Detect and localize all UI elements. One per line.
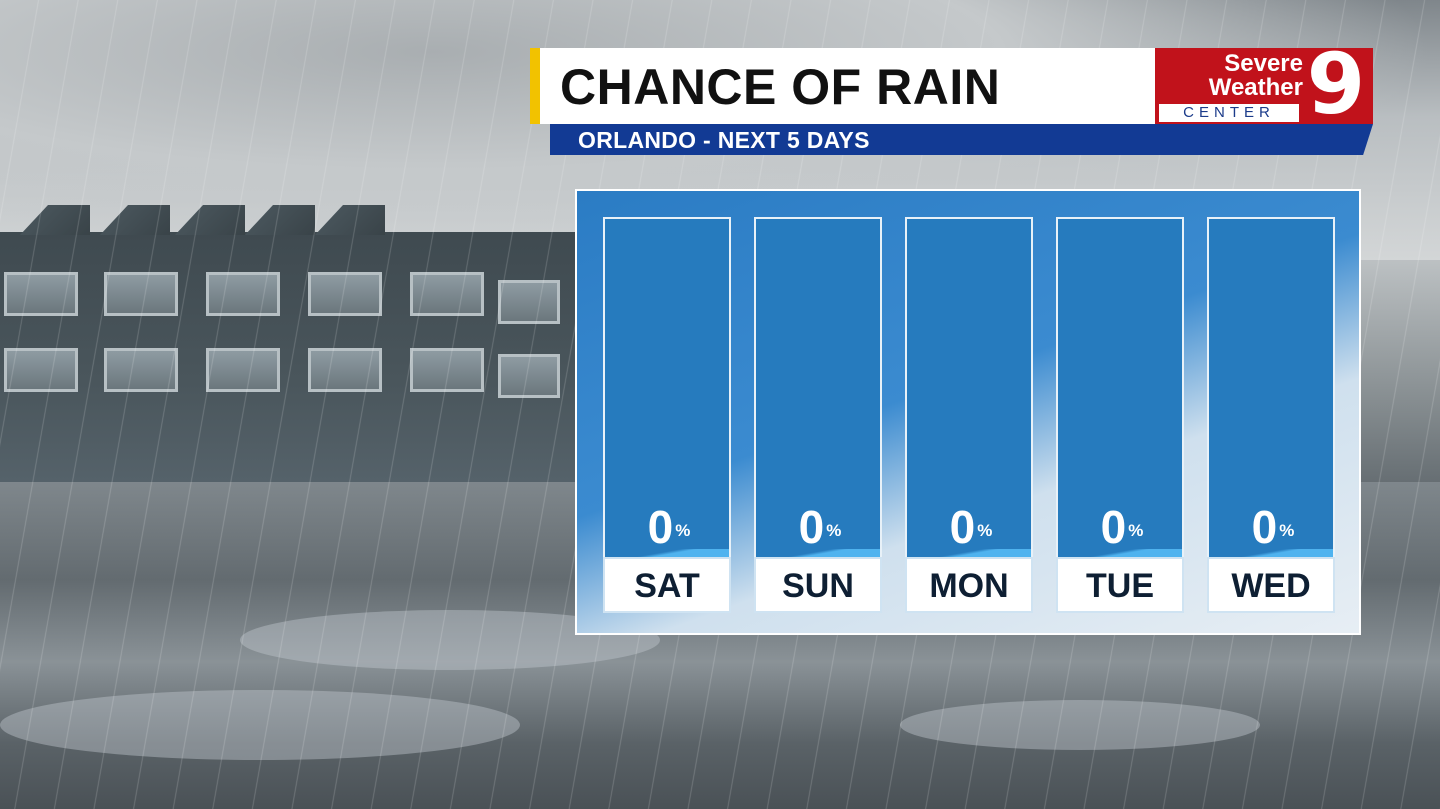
day-column-mon: 0% MON <box>905 217 1033 613</box>
bar-background: 0% <box>754 217 882 557</box>
percent-sign: % <box>675 521 691 540</box>
percent-sign: % <box>977 521 993 540</box>
value-number: 0 <box>949 501 976 553</box>
day-column-tue: 0% TUE <box>1056 217 1184 613</box>
value-number: 0 <box>647 501 674 553</box>
chart-title: CHANCE OF RAIN <box>560 59 1001 115</box>
bar-baseline <box>1058 549 1182 557</box>
bar-background: 0% <box>905 217 1033 557</box>
rain-chance-value: 0% <box>1209 501 1333 553</box>
chart-subtitle: ORLANDO - NEXT 5 DAYS <box>578 127 870 153</box>
logo-line-weather: Weather <box>1208 74 1303 101</box>
building-window <box>308 272 382 316</box>
building-window <box>206 348 280 392</box>
logo-wordmark: Severe Weather <box>1163 52 1303 100</box>
day-label: TUE <box>1056 557 1184 613</box>
bar-baseline <box>1209 549 1333 557</box>
bar-background: 0% <box>1207 217 1335 557</box>
bar-baseline <box>605 549 729 557</box>
day-label: SUN <box>754 557 882 613</box>
building-window <box>4 272 78 316</box>
bar-background: 0% <box>1056 217 1184 557</box>
day-column-sat: 0% SAT <box>603 217 731 613</box>
day-label: SAT <box>603 557 731 613</box>
logo-line-severe: Severe <box>1224 50 1303 77</box>
puddle <box>0 690 520 760</box>
title-bar: CHANCE OF RAIN <box>530 48 1156 124</box>
rain-chance-chart: 0% SAT 0% SUN 0% MON 0% TUE 0% WED <box>575 189 1361 635</box>
rain-chance-value: 0% <box>907 501 1031 553</box>
value-number: 0 <box>1100 501 1127 553</box>
building-background <box>0 232 575 482</box>
building-window <box>308 348 382 392</box>
percent-sign: % <box>826 521 842 540</box>
value-number: 0 <box>1251 501 1278 553</box>
rain-chance-value: 0% <box>1058 501 1182 553</box>
severe-weather-center-logo: Severe Weather CENTER 9 <box>1155 42 1373 126</box>
day-label: WED <box>1207 557 1335 613</box>
percent-sign: % <box>1128 521 1144 540</box>
building-window <box>498 354 560 398</box>
subtitle-bar: ORLANDO - NEXT 5 DAYS <box>550 124 1373 155</box>
logo-line-center: CENTER <box>1159 104 1299 122</box>
day-label: MON <box>905 557 1033 613</box>
rain-chance-value: 0% <box>756 501 880 553</box>
puddle <box>900 700 1260 750</box>
bar-baseline <box>756 549 880 557</box>
rain-chance-value: 0% <box>605 501 729 553</box>
building-window <box>410 348 484 392</box>
day-column-sun: 0% SUN <box>754 217 882 613</box>
building-window <box>206 272 280 316</box>
building-window <box>104 272 178 316</box>
building-window <box>104 348 178 392</box>
value-number: 0 <box>798 501 825 553</box>
bar-background: 0% <box>603 217 731 557</box>
building-window <box>410 272 484 316</box>
building-window <box>498 280 560 324</box>
percent-sign: % <box>1279 521 1295 540</box>
channel-9-logo: 9 <box>1306 35 1366 133</box>
bar-baseline <box>907 549 1031 557</box>
day-column-wed: 0% WED <box>1207 217 1335 613</box>
building-window <box>4 348 78 392</box>
